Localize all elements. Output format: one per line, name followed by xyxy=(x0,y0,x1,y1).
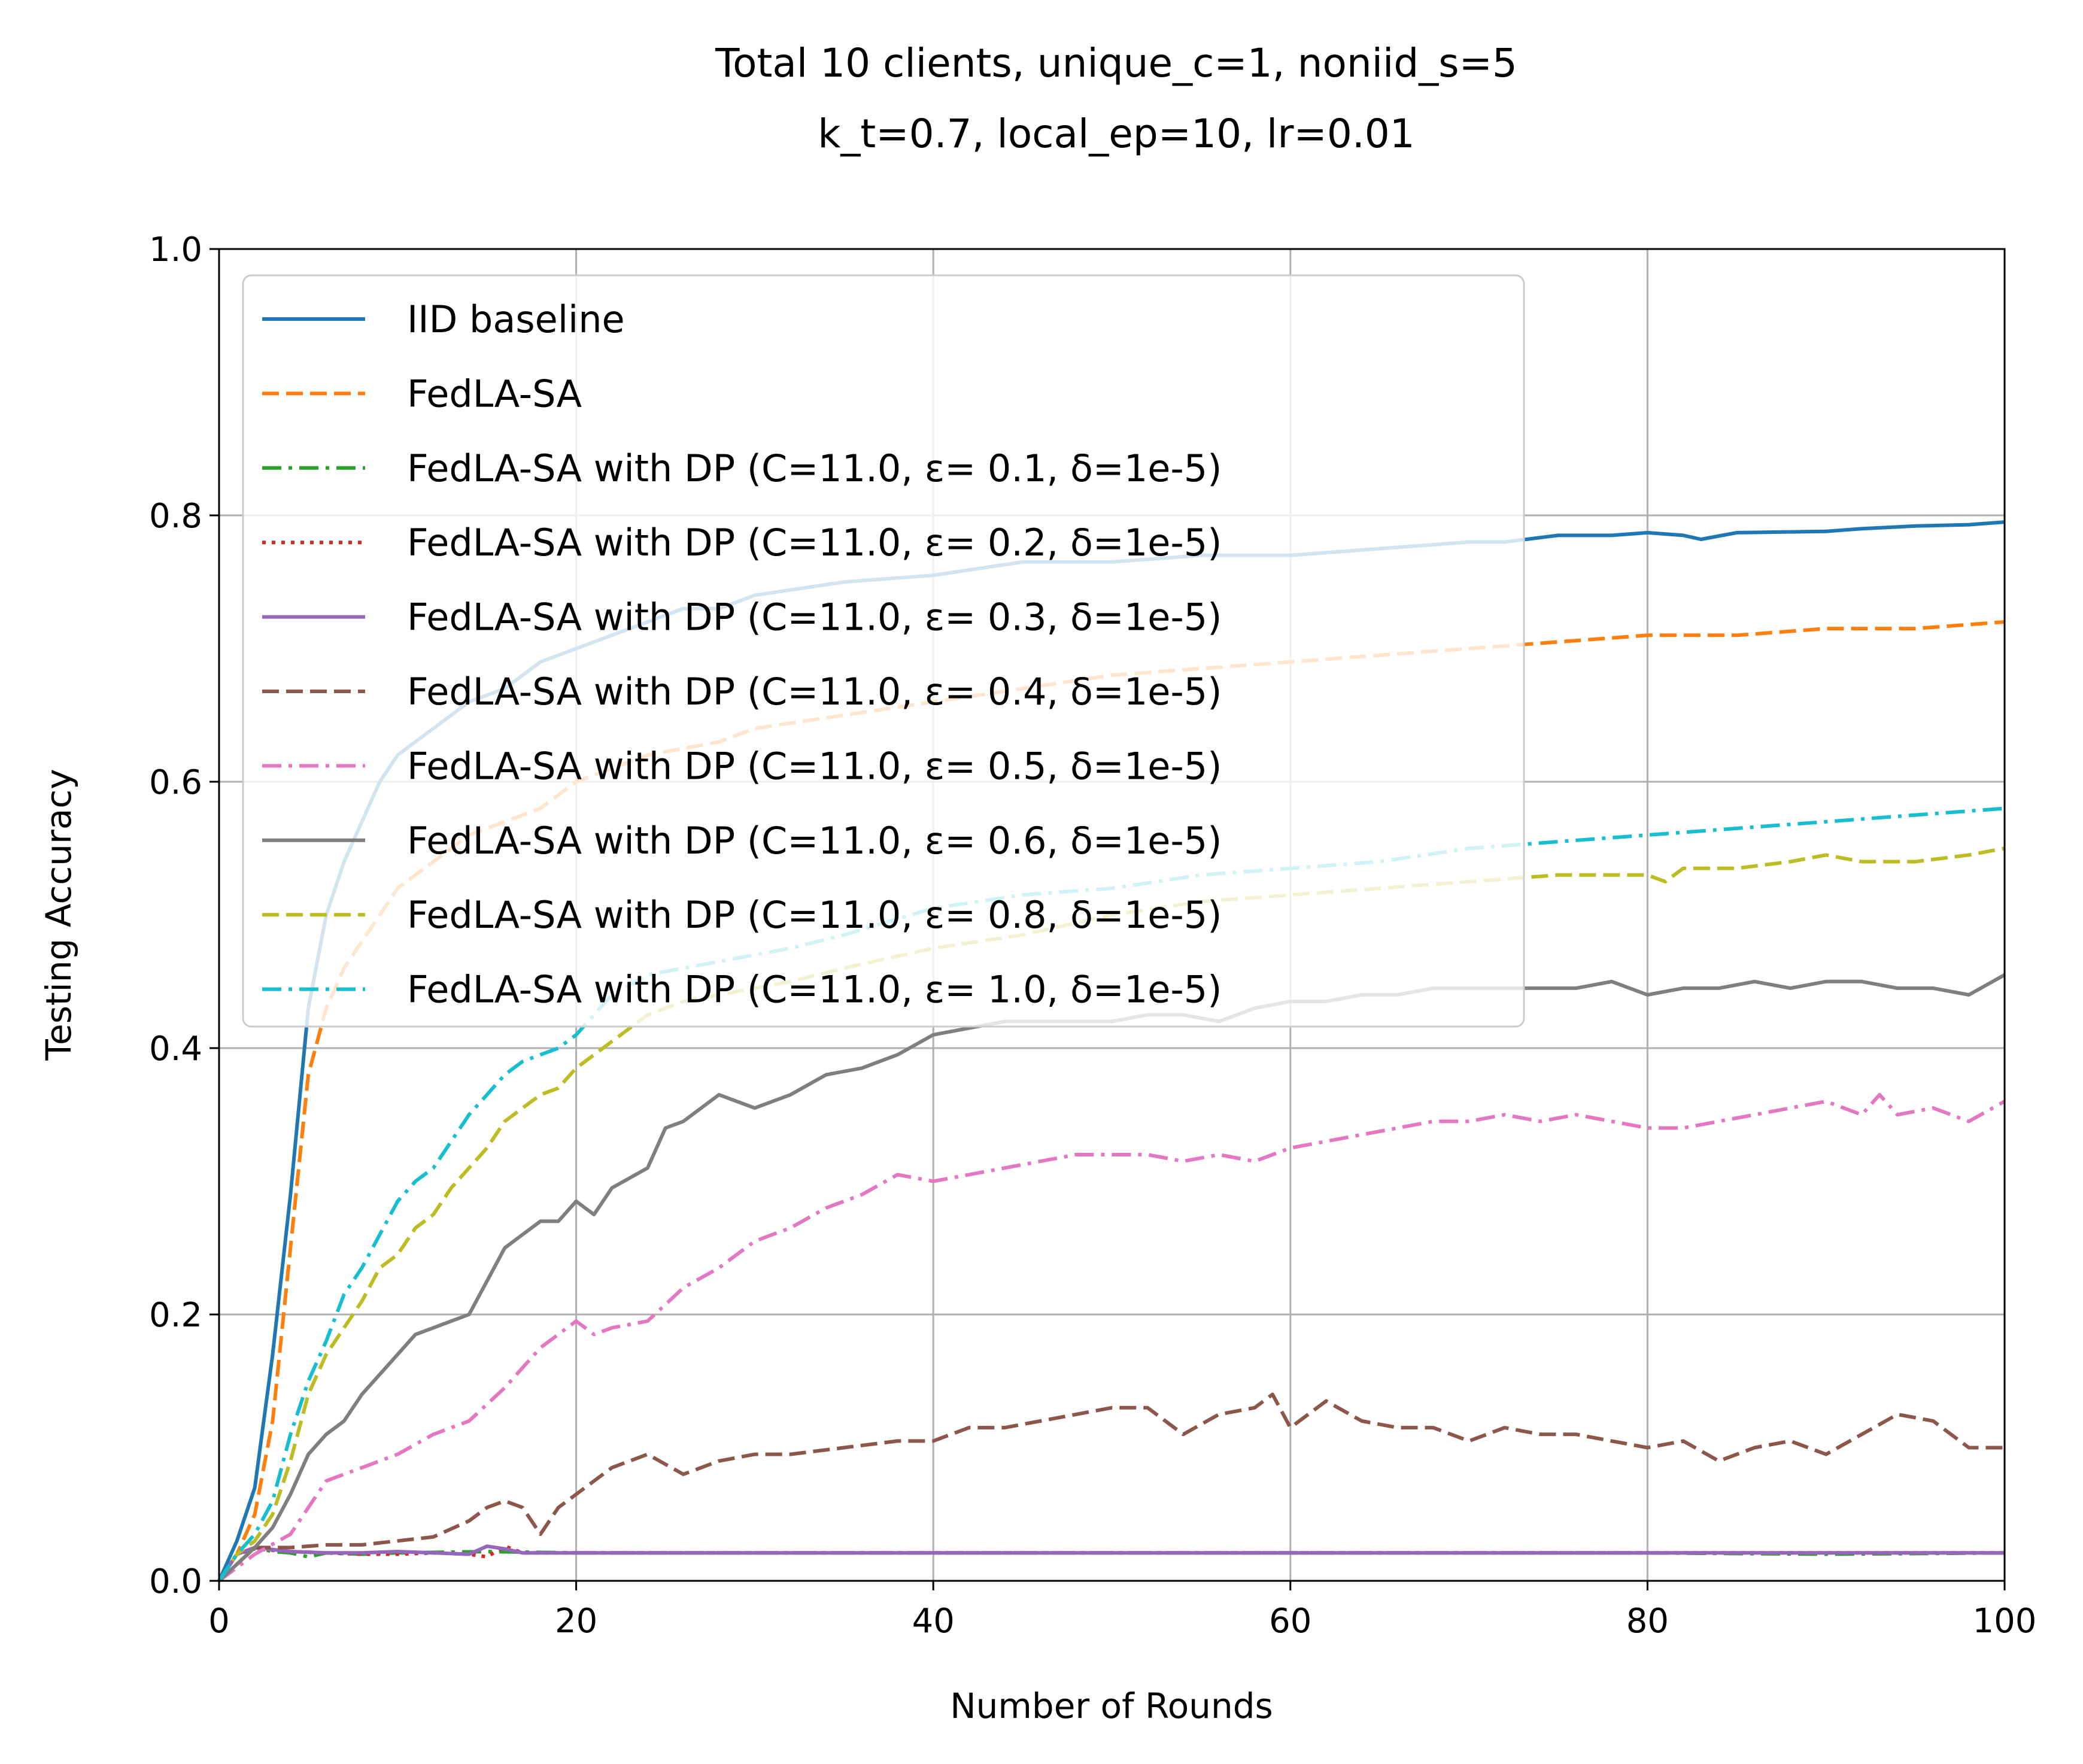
series-line-7 xyxy=(218,1092,2006,1583)
x-tick-label: 40 xyxy=(912,1602,955,1641)
series-line-6 xyxy=(217,1392,2005,1583)
legend-entries: IID baseline FedLA-SA FedLA-SA with DP (C=… xyxy=(262,297,1222,1012)
legend-label-9: FedLA-SA with DP (C=11.0, ε= 0.8, δ=1e-5… xyxy=(407,893,1222,937)
x-tick-label: 100 xyxy=(1973,1602,2037,1641)
legend-label-3: FedLA-SA with DP (C=11.0, ε= 0.1, δ=1e-5… xyxy=(407,447,1222,490)
x-axis-ticks: 0 20 40 60 80 100 xyxy=(208,1581,2036,1641)
x-axis-label: Number of Rounds xyxy=(950,1686,1273,1726)
x-tick-label: 80 xyxy=(1626,1602,1669,1641)
y-axis-label: Testing Accuracy xyxy=(38,769,79,1061)
y-tick-label: 0.0 xyxy=(149,1562,202,1601)
x-tick-label: 20 xyxy=(555,1602,597,1641)
chart-title-line-2: k_t=0.7, local_ep=10, lr=0.01 xyxy=(818,111,1415,157)
legend-label-8: FedLA-SA with DP (C=11.0, ε= 0.6, δ=1e-5… xyxy=(407,819,1222,863)
legend-label-10: FedLA-SA with DP (C=11.0, ε= 1.0, δ=1e-5… xyxy=(407,968,1222,1012)
y-tick-label: 0.2 xyxy=(149,1296,202,1335)
legend-label-2: FedLA-SA xyxy=(407,372,582,415)
y-tick-label: 0.8 xyxy=(149,497,202,536)
legend-box xyxy=(242,274,1525,1028)
plot-frame xyxy=(218,248,2006,1582)
y-axis-ticks: 0.0 0.2 0.4 0.6 0.8 1.0 xyxy=(149,230,219,1601)
legend-label-5: FedLA-SA with DP (C=11.0, ε= 0.3, δ=1e-5… xyxy=(407,596,1222,639)
series-line-8 xyxy=(217,973,2006,1583)
legend-label-1: IID baseline xyxy=(407,297,625,341)
legend-label-4: FedLA-SA with DP (C=11.0, ε= 0.2, δ=1e-5… xyxy=(407,521,1222,564)
chart-title-line-1: Total 10 clients, unique_c=1, noniid_s=5 xyxy=(715,40,1517,86)
y-tick-label: 0.4 xyxy=(149,1030,202,1068)
y-tick-label: 1.0 xyxy=(149,230,202,269)
legend-label-6: FedLA-SA with DP (C=11.0, ε= 0.4, δ=1e-5… xyxy=(407,670,1222,714)
series-line-5 xyxy=(217,1544,2005,1582)
y-tick-label: 0.6 xyxy=(149,763,202,802)
x-tick-label: 0 xyxy=(208,1602,230,1641)
legend-label-7: FedLA-SA with DP (C=11.0, ε= 0.5, δ=1e-5… xyxy=(407,744,1222,788)
legend: IID baseline FedLA-SA FedLA-SA with DP (C=… xyxy=(242,274,1525,1028)
x-tick-label: 60 xyxy=(1269,1602,1311,1641)
